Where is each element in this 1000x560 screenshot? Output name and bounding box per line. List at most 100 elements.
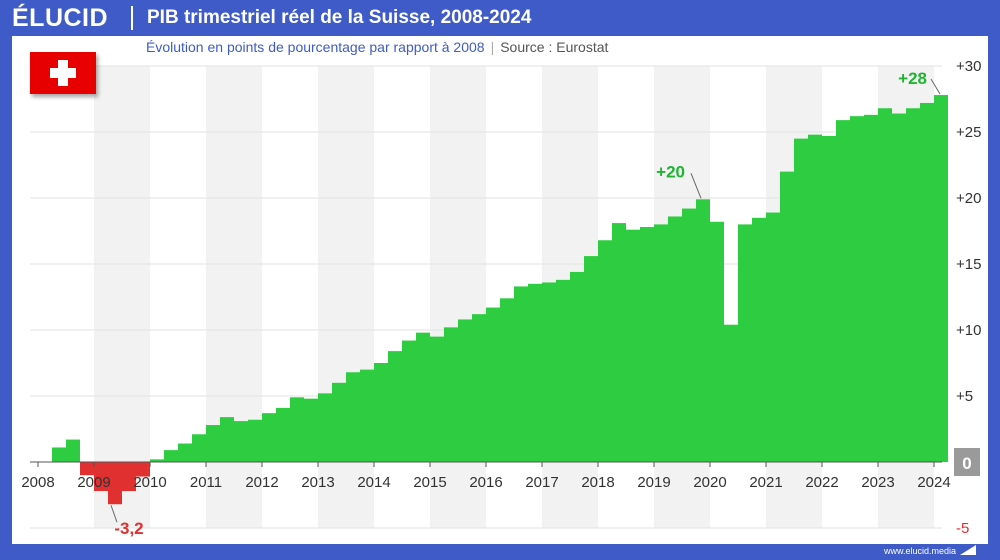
zero-label-box [954, 448, 980, 476]
bar-2022-Q4 [864, 114, 878, 462]
bar-2019-Q4 [696, 199, 710, 462]
y-tick-label-+15: +15 [956, 256, 981, 273]
x-tick-label-2009: 2009 [77, 474, 110, 491]
bar-2008-Q4 [80, 462, 94, 476]
y-tick-label-0: 0 [962, 454, 971, 473]
x-tick-label-2021: 2021 [749, 474, 782, 491]
bar-2022-Q3 [850, 116, 864, 462]
annotation-leader [110, 505, 118, 523]
bar-2023-Q4 [920, 102, 934, 463]
annotation-leader [690, 173, 702, 199]
bar-2018-Q4 [640, 227, 654, 462]
x-tick-label-2020: 2020 [693, 474, 726, 491]
bar-2014-Q4 [416, 332, 430, 462]
bar-2011-Q3 [234, 421, 248, 462]
bar-2016-Q1 [486, 307, 500, 462]
bar-2010-Q2 [164, 450, 178, 462]
bar-2013-Q4 [360, 369, 374, 462]
x-tick-label-2013: 2013 [301, 474, 334, 491]
y-tick-label-+5: +5 [956, 388, 973, 405]
bar-2008-Q2 [52, 447, 66, 462]
annotation-label-2019: +20 [656, 162, 685, 181]
bar-2018-Q2 [612, 223, 626, 462]
bar-2019-Q1 [654, 224, 668, 462]
bar-2023-Q3 [906, 108, 920, 463]
bar-2011-Q4 [248, 419, 262, 462]
bar-2017-Q4 [584, 256, 598, 462]
bar-2020-Q4 [752, 217, 766, 462]
bar-2009-Q1 [94, 462, 108, 492]
bar-2017-Q3 [570, 271, 584, 462]
footer-url: www.elucid.media [883, 546, 956, 556]
x-tick-label-2019: 2019 [637, 474, 670, 491]
bar-2014-Q1 [374, 363, 388, 462]
bar-2017-Q1 [542, 282, 556, 462]
x-tick-label-2018: 2018 [581, 474, 614, 491]
x-tick-label-2016: 2016 [469, 474, 502, 491]
bar-2021-Q3 [794, 138, 808, 462]
bar-2020-Q1 [710, 221, 724, 462]
header-divider [131, 6, 133, 30]
brand-logo: ÉLUCID [12, 4, 109, 32]
x-tick-label-2024: 2024 [917, 474, 950, 491]
y-tick-label-+30: +30 [956, 58, 981, 75]
bar-2010-Q3 [178, 443, 192, 462]
header-bar: ÉLUCID PIB trimestriel réel de la Suisse… [0, 0, 1000, 36]
bar-2011-Q1 [206, 425, 220, 462]
bar-2009-Q2 [108, 462, 122, 505]
bar-2013-Q3 [346, 372, 360, 462]
x-tick-label-2012: 2012 [245, 474, 278, 491]
x-tick-label-2008: 2008 [21, 474, 54, 491]
x-tick-label-2022: 2022 [805, 474, 838, 491]
bar-2009-Q4 [136, 462, 150, 477]
x-tick-label-2010: 2010 [133, 474, 166, 491]
bar-2012-Q2 [276, 407, 290, 462]
bar-2016-Q2 [500, 298, 514, 462]
bar-2013-Q1 [318, 393, 332, 462]
bar-2009-Q3 [122, 462, 136, 492]
bar-2013-Q2 [332, 382, 346, 462]
bar-2016-Q3 [514, 286, 528, 462]
bar-2012-Q3 [290, 397, 304, 462]
x-tick-label-2015: 2015 [413, 474, 446, 491]
y-tick-label--5: -5 [956, 520, 969, 537]
bar-2015-Q4 [472, 314, 486, 462]
bar-2023-Q1 [878, 108, 892, 463]
bar-2015-Q3 [458, 319, 472, 462]
bar-2015-Q2 [444, 327, 458, 462]
bar-2014-Q3 [402, 340, 416, 462]
bar-2024-Q1 [934, 95, 948, 462]
bar-2019-Q3 [682, 208, 696, 462]
subtitle-separator: | [490, 39, 495, 55]
annotation-leader [930, 78, 941, 95]
bar-2022-Q1 [822, 135, 836, 462]
x-tick-label-2011: 2011 [190, 474, 222, 491]
bar-2021-Q4 [808, 134, 822, 462]
bar-2012-Q1 [262, 413, 276, 462]
bar-2019-Q2 [668, 216, 682, 462]
bar-2020-Q3 [738, 224, 752, 462]
bar-2021-Q2 [780, 171, 794, 462]
bar-2020-Q2 [724, 324, 738, 462]
bar-2016-Q4 [528, 283, 542, 462]
bar-2011-Q2 [220, 417, 234, 462]
bar-2008-Q3 [66, 439, 80, 462]
bar-2014-Q2 [388, 351, 402, 462]
bar-2023-Q2 [892, 113, 906, 463]
source-text: Source : Eurostat [500, 39, 609, 55]
x-tick-label-2023: 2023 [861, 474, 894, 491]
x-tick-label-2014: 2014 [357, 474, 390, 491]
bar-2022-Q2 [836, 120, 850, 463]
bar-2012-Q4 [304, 398, 318, 462]
page-title: PIB trimestriel réel de la Suisse, 2008-… [147, 7, 532, 28]
bar-2017-Q2 [556, 279, 570, 462]
annotation-label-min: -3,2 [114, 519, 143, 538]
bar-2021-Q1 [766, 212, 780, 462]
x-tick-label-2017: 2017 [525, 474, 558, 491]
subtitle-text: Évolution en points de pourcentage par r… [146, 39, 485, 55]
year-band [94, 66, 150, 528]
bar-2010-Q1 [150, 459, 164, 462]
bar-2018-Q1 [598, 240, 612, 462]
y-tick-label-+20: +20 [956, 190, 981, 207]
